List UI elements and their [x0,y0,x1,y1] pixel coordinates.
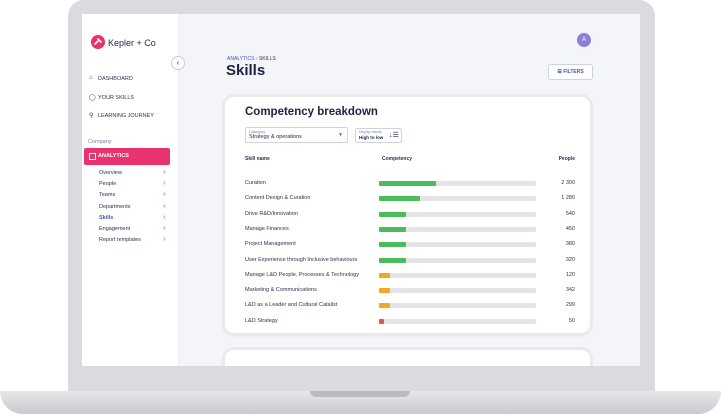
sort-control[interactable]: Display results High to low ↓☰ [355,128,402,143]
people-count: 1 280 [561,195,575,202]
collapse-button[interactable]: ‹ [171,56,185,70]
breadcrumb: ANALYTICS › SKILLS [227,56,276,62]
people-count: 50 [568,317,575,324]
sub-nav-chevron: › [163,236,166,244]
competency-bar [379,211,406,217]
skill-name: L&D Strategy [245,317,278,324]
skill-name: L&D as a Leader and Cultural Catalist [245,302,338,309]
competency-track [379,211,536,217]
people-count: 120 [565,271,575,278]
nav-item[interactable]: LEARNING JOURNEY [98,113,154,119]
competency-card: Competency breakdown Category Strategy &… [225,97,590,333]
sort-value: High to low [359,135,384,140]
people-count: 450 [565,225,575,232]
sub-nav-chevron: › [163,169,166,176]
competency-bar [379,318,384,324]
sub-nav-chevron: › [163,202,166,210]
app-screen: Kepler + Co ‹ Company ANALYTICS ⌂ DASHBOA… [82,14,640,366]
skill-name: Curation [245,180,266,186]
laptop-notch [310,391,410,397]
category-select[interactable]: Category Strategy & operations ▼ [245,127,348,143]
competency-bar [379,303,390,309]
competency-bar [379,272,390,278]
dropdown-arrow: ▼ [338,132,343,138]
category-value: Strategy & operations [249,134,302,140]
sub-nav-chevron: › [163,180,166,188]
skill-name: Drive R&D/Innovation [245,210,298,217]
avatar[interactable]: A [577,33,591,47]
breadcrumb-item: SKILLS [258,56,276,62]
sub-nav-chevron: › [163,191,166,199]
sub-nav-chevron: › [163,225,166,232]
sub-nav-item[interactable]: Skills [99,214,114,221]
people-count: 299 [565,302,575,309]
sort-icon: ↓☰ [389,132,399,139]
competency-bar [379,226,406,232]
competency-bar [379,242,406,248]
laptop-base [0,391,721,414]
section-label: Company [88,139,112,145]
brand-icon [94,38,102,45]
sub-nav-item[interactable]: Teams [99,192,116,199]
second-card [225,350,590,366]
competency-track [379,257,536,263]
skill-name: Content Design & Curation [245,195,311,202]
brand-logo [91,35,105,49]
competency-track [379,272,536,278]
competency-track [379,288,536,294]
filter-icon: ☰ [557,69,564,75]
card-title: Competency breakdown [245,106,378,118]
competency-track [379,242,536,248]
competency-bar [379,196,420,202]
competency-track [379,318,536,324]
sub-nav-item[interactable]: Overview [99,170,122,176]
people-count: 320 [565,256,575,263]
active-nav-label: ANALYTICS [98,153,129,159]
column-header: People [558,156,575,162]
filters-label: FILTERS [563,69,584,75]
skill-name: Manage L&D People, Processes & Technolog… [245,271,359,278]
people-count: 540 [565,210,575,217]
nav-item[interactable]: YOUR SKILLS [98,94,135,101]
competency-track [379,303,536,309]
analytics-icon [89,153,96,160]
competency-bar [379,181,436,186]
sub-nav-item[interactable]: People [99,181,117,188]
brand-name: Kepler + Co [108,38,156,48]
column-header: Competency [382,156,413,162]
nav-item[interactable]: DASHBOARD [98,76,133,82]
active-nav-item[interactable]: ANALYTICS [84,148,170,165]
breadcrumb-item[interactable]: ANALYTICS [227,56,255,62]
nav-icon: ⚲ [89,113,94,119]
competency-track [379,226,536,232]
sub-nav-item[interactable]: Report templates [99,237,141,244]
people-count: 380 [565,241,575,248]
skill-name: Marketing & Communications [245,287,317,294]
page-title: Skills [226,62,266,79]
column-header: Skill name [245,156,270,162]
sub-nav-item[interactable]: Engagement [99,226,131,232]
sub-nav-item[interactable]: Departments [99,203,131,210]
people-count: 2 300 [561,180,575,186]
competency-track [379,196,536,202]
skill-name: Manage Finances [245,225,289,232]
people-count: 342 [565,287,575,294]
competency-bar [379,288,390,294]
sub-nav-chevron: › [163,213,166,221]
filters-button[interactable]: ☰ FILTERS [548,64,593,80]
skill-name: Project Management [245,241,296,248]
nav-icon: ◯ [89,94,96,101]
category-label: Category [249,129,266,134]
competency-track [379,181,536,186]
competency-bar [379,257,406,263]
sidebar: Kepler + Co ‹ Company ANALYTICS ⌂ DASHBOA… [82,14,185,366]
nav-icon: ⌂ [89,75,93,81]
sort-label: Display results [359,130,382,134]
skill-name: User Experience through Inclusive behavi… [245,256,358,263]
